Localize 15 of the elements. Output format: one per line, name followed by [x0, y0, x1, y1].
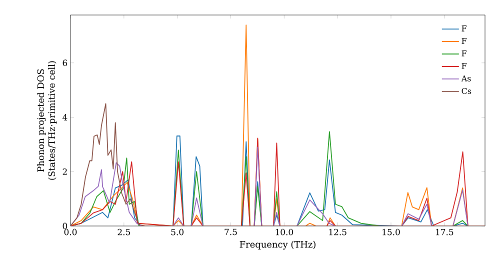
x-tick-label: 10.0 — [276, 228, 294, 236]
x-tick-label: 15.0 — [382, 228, 400, 236]
x-tick-label: 12.5 — [329, 228, 346, 236]
x-tick-label: 5.0 — [171, 228, 184, 236]
y-tick-label: 0 — [62, 222, 68, 230]
y-tick-label: 2 — [62, 168, 67, 175]
x-tick-label: 0.0 — [64, 228, 77, 236]
y-tick-label: 4 — [62, 114, 68, 120]
x-tick-label: 2.5 — [118, 228, 130, 236]
line-series — [70, 103, 486, 226]
x-tick-label: 17.5 — [436, 228, 454, 236]
y-axis-title: Phonon projected DOS (States/THz·primitive cell) — [37, 61, 57, 180]
y-tick-label: 6 — [62, 60, 68, 66]
x-axis-title: Frequency (THz) — [240, 240, 316, 250]
x-tick-label: 7.5 — [224, 228, 237, 236]
